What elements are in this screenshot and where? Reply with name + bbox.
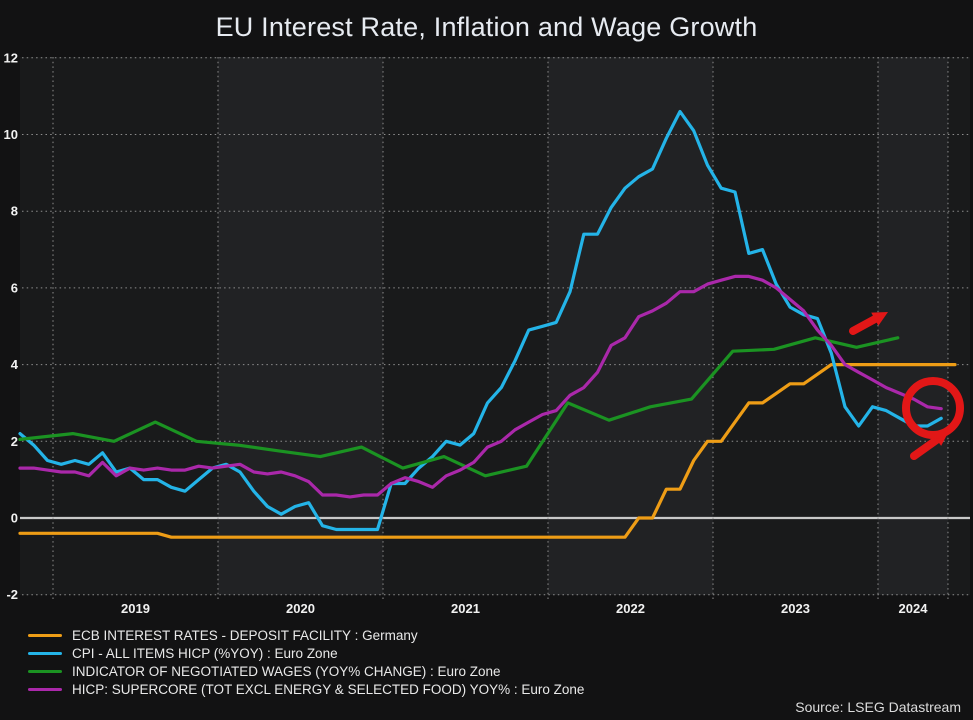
x-axis-tick-label: 2021 — [451, 601, 480, 616]
legend-item-supercore-hicp: HICP: SUPERCORE (TOT EXCL ENERGY & SELEC… — [28, 680, 584, 698]
plot-year-band — [548, 57, 713, 595]
red-circle-annotation — [902, 377, 964, 439]
legend-item-negotiated-wages: INDICATOR OF NEGOTIATED WAGES (YOY% CHAN… — [28, 662, 584, 680]
y-axis-tick-label: 8 — [11, 204, 18, 219]
series-line-0 — [18, 363, 957, 539]
legend-swatch-cyan — [28, 651, 62, 655]
x-axis-tick-label: 2022 — [616, 601, 645, 616]
legend-swatch-green — [28, 669, 62, 673]
y-axis-tick-label: 10 — [4, 127, 18, 142]
legend-label: INDICATOR OF NEGOTIATED WAGES (YOY% CHAN… — [72, 663, 501, 679]
plot-year-band — [218, 57, 383, 595]
y-axis-tick-label: 2 — [11, 434, 18, 449]
y-axis-tick-label: 6 — [11, 280, 18, 295]
y-axis-tick-label: 4 — [11, 357, 19, 372]
legend-label: HICP: SUPERCORE (TOT EXCL ENERGY & SELEC… — [72, 681, 585, 697]
chart-title: EU Interest Rate, Inflation and Wage Gro… — [215, 12, 758, 42]
red-arrow-head-icon — [871, 312, 888, 326]
y-axis-tick-label: 12 — [4, 50, 18, 65]
x-axis-tick-label: 2019 — [121, 601, 150, 616]
red-arrow-shaft-0 — [849, 315, 879, 335]
legend-swatch-magenta — [28, 687, 62, 691]
legend-label: ECB INTEREST RATES - DEPOSIT FACILITY : … — [72, 627, 418, 643]
x-axis-tick-label: 2024 — [899, 601, 929, 616]
y-axis-tick-label: -2 — [6, 587, 18, 602]
legend: ECB INTEREST RATES - DEPOSIT FACILITY : … — [28, 626, 584, 698]
y-axis-tick-label: 0 — [11, 511, 18, 526]
plot-year-band — [878, 57, 948, 595]
series-line-1 — [18, 109, 943, 532]
plot-background — [20, 57, 970, 595]
legend-item-ecb-rate: ECB INTEREST RATES - DEPOSIT FACILITY : … — [28, 626, 584, 644]
legend-swatch-orange — [28, 633, 62, 637]
legend-label: CPI - ALL ITEMS HICP (%YOY) : Euro Zone — [72, 645, 338, 661]
series-line-3 — [18, 274, 943, 499]
legend-item-cpi-hicp: CPI - ALL ITEMS HICP (%YOY) : Euro Zone — [28, 644, 584, 662]
red-arrow-shaft-1 — [910, 435, 941, 460]
source-credit: Source: LSEG Datastream — [795, 699, 961, 715]
x-axis-tick-label: 2020 — [286, 601, 315, 616]
x-axis-tick-label: 2023 — [781, 601, 810, 616]
